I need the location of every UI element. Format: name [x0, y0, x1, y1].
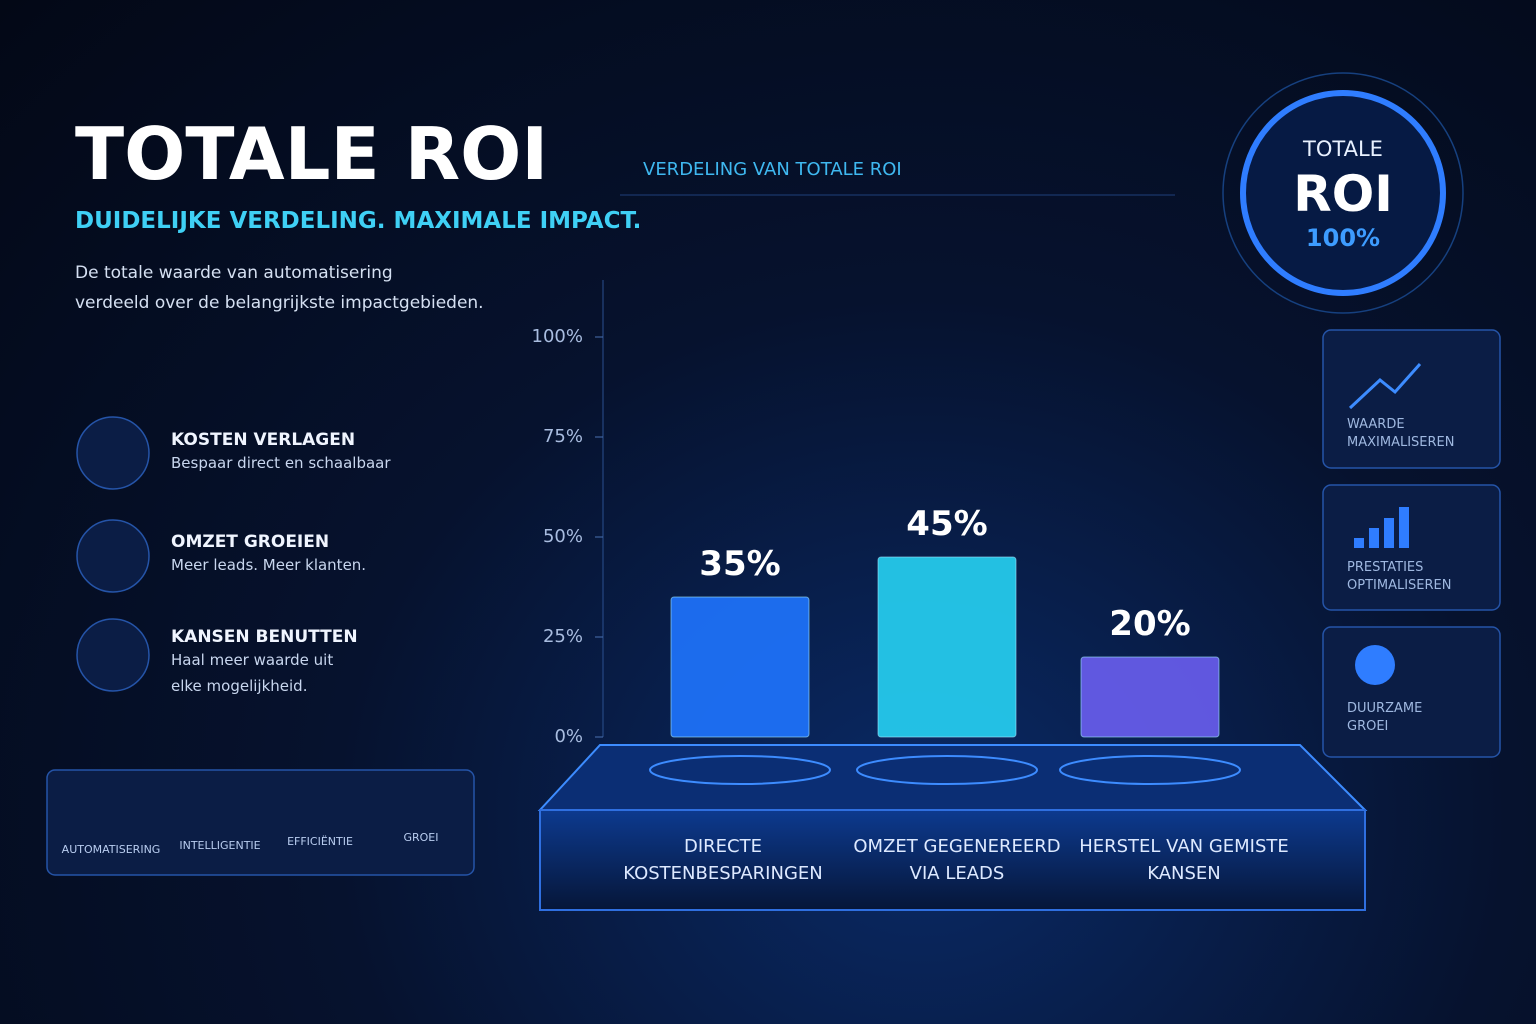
- feature: KANSEN BENUTTEN Haal meer waarde uit elke …: [171, 627, 358, 699]
- value-label: 35%: [699, 544, 780, 584]
- feature-text: Haal meer waarde uit: [171, 651, 334, 669]
- tag-panel: [46, 769, 475, 876]
- bar: [670, 596, 810, 738]
- y-tick-label: 50%: [543, 526, 583, 547]
- y-tick-label: 75%: [543, 426, 583, 447]
- feature-title: OMZET GROEIEN: [171, 532, 330, 552]
- value-label: 20%: [1109, 604, 1190, 644]
- text-line: verdeeld over de belangrijkste impactgeb…: [75, 293, 484, 313]
- card-icon: [1369, 528, 1379, 548]
- feature-text: Bespaar direct en schaalbaar: [171, 454, 391, 472]
- bar: [877, 556, 1017, 738]
- chart-title: VERDELING VAN TOTALE ROI: [643, 159, 902, 180]
- subtitle: DUIDELIJKE VERDELING. MAXIMALE IMPACT.: [75, 208, 642, 234]
- tag: GROEI: [403, 831, 439, 844]
- feature-text: elke mogelijkheid.: [171, 677, 308, 695]
- text-line: OPTIMALISEREN: [1347, 578, 1452, 593]
- card-icon: [1354, 538, 1364, 548]
- badge-outer-ring: [1222, 72, 1464, 314]
- card-icon: [1384, 518, 1394, 548]
- y-tick-label: 0%: [554, 726, 583, 747]
- text-line: DUURZAME: [1347, 701, 1423, 716]
- value-label: 45%: [906, 504, 987, 544]
- tag: EFFICIËNTIE: [287, 835, 353, 848]
- card-icon: [1348, 363, 1422, 410]
- badge-ring: [1240, 90, 1446, 296]
- text-line: WAARDE: [1347, 417, 1405, 432]
- card-icon: [1355, 645, 1395, 685]
- feature: KOSTEN VERLAGEN Bespaar direct en schaalb…: [171, 430, 391, 476]
- card: [1322, 329, 1501, 469]
- feature-icon: [76, 416, 150, 490]
- card-label: PRESTATIES OPTIMALISEREN: [1347, 559, 1451, 595]
- tag: INTELLIGENTIE: [179, 839, 261, 852]
- feature-title: KOSTEN VERLAGEN: [171, 430, 356, 450]
- y-tick-label: 25%: [543, 626, 583, 647]
- badge-line: 100%: [1305, 224, 1381, 252]
- feature-icon: [76, 519, 150, 593]
- x-tick-label: DIRECTE KOSTENBESPARINGEN: [623, 836, 823, 884]
- description: De totale waarde van automatisering verde…: [75, 258, 484, 318]
- text-line: MAXIMALISEREN: [1347, 435, 1455, 450]
- text-line: PRESTATIES: [1347, 560, 1424, 575]
- x-tick-label: HERSTEL VAN GEMISTE KANSEN: [1079, 836, 1289, 884]
- card-label: DUURZAME GROEI: [1347, 700, 1422, 736]
- x-tick-label: OMZET GEGENEREERD VIA LEADS: [853, 836, 1061, 884]
- feature: OMZET GROEIEN Meer leads. Meer klanten.: [171, 532, 366, 578]
- bar-glow: [649, 755, 831, 785]
- text-line: De totale waarde van automatisering: [75, 263, 393, 283]
- tag: AUTOMATISERING: [61, 843, 161, 856]
- bar-glow: [856, 755, 1038, 785]
- title: TOTALE ROI: [75, 112, 549, 196]
- feature-icon: [76, 618, 150, 692]
- y-tick-label: 100%: [532, 326, 583, 347]
- feature-text: Meer leads. Meer klanten.: [171, 556, 367, 574]
- card-label: WAARDE MAXIMALISEREN: [1347, 416, 1454, 452]
- badge-line: TOTALE: [1303, 137, 1383, 161]
- platform: [539, 809, 1366, 911]
- text-line: GROEI: [1347, 719, 1389, 734]
- feature-title: KANSEN BENUTTEN: [171, 627, 358, 647]
- card: [1322, 484, 1501, 611]
- bar: [1080, 656, 1220, 738]
- bar-glow: [1059, 755, 1241, 785]
- card-icon: [1399, 507, 1409, 548]
- card: [1322, 626, 1501, 758]
- badge-line: ROI: [1293, 165, 1393, 223]
